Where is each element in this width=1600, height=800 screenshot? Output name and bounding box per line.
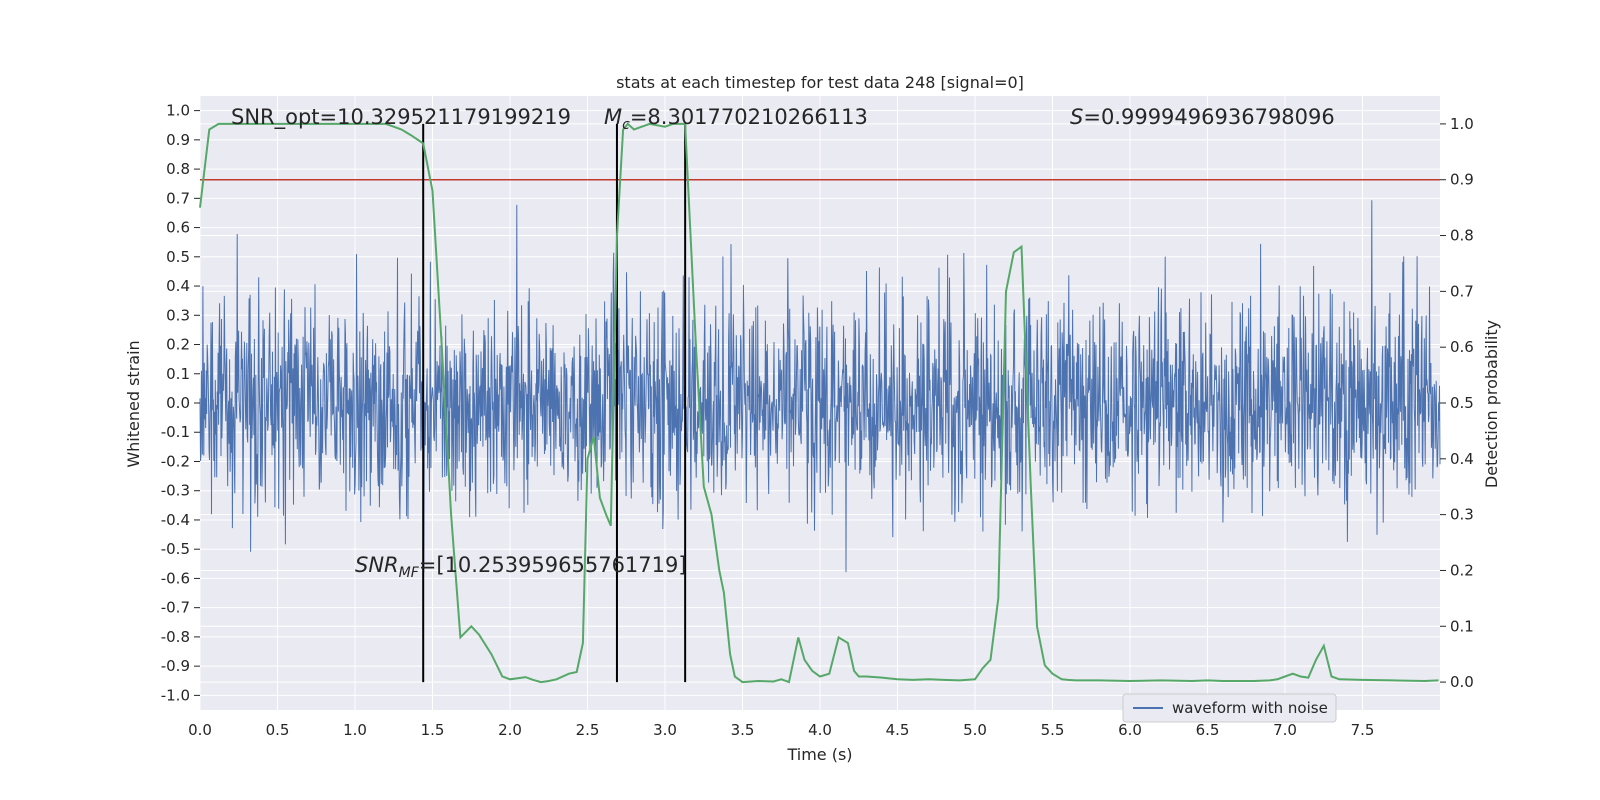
x-axis-label: Time (s) xyxy=(786,745,852,764)
waveform-series xyxy=(199,200,1441,573)
y-tick-label: 0.3 xyxy=(166,306,190,324)
y-tick-label: -0.6 xyxy=(161,569,190,587)
y-tick-label: -0.4 xyxy=(161,511,190,529)
legend-box xyxy=(1122,693,1337,723)
x-tick-label: 6.0 xyxy=(1118,721,1142,739)
y-tick-label: -0.9 xyxy=(161,657,190,675)
y-axis-ticks: 1.0 0.9 0.8 0.7 0.6 0.5 0.4 0.3 0.2 0.1 0.0 -0.1 -0.… xyxy=(161,102,200,704)
x-tick-label: 4.0 xyxy=(808,721,832,739)
s-value: =0.9999496936798096 xyxy=(1083,105,1334,129)
y-right-tick-label: 0.8 xyxy=(1450,227,1474,245)
y-right-tick-label: 0.7 xyxy=(1450,282,1474,300)
x-tick-label: 7.5 xyxy=(1351,721,1375,739)
snr-mf-symbol: SNR xyxy=(355,553,399,577)
y-tick-label: -0.1 xyxy=(161,423,190,441)
y-tick-label: -0.8 xyxy=(161,628,190,646)
probability-series-line xyxy=(199,122,1439,684)
y-right-axis-label: Detection probability xyxy=(1482,320,1501,488)
x-tick-label: 2.0 xyxy=(498,721,522,739)
waveform-trace xyxy=(199,200,1441,573)
legend-entry-waveform: waveform with noise xyxy=(1172,699,1328,717)
y-right-tick-label: 0.0 xyxy=(1450,673,1474,691)
snr-mf-subscript: MF xyxy=(399,565,420,581)
y-tick-label: -1.0 xyxy=(161,686,190,704)
x-tick-label: 2.5 xyxy=(576,721,600,739)
y-tick-label: -0.2 xyxy=(161,452,190,470)
x-tick-label: 5.0 xyxy=(963,721,987,739)
y-right-tick-label: 1.0 xyxy=(1450,115,1474,133)
x-tick-label: 0.0 xyxy=(188,721,212,739)
y-right-tick-label: 0.4 xyxy=(1450,450,1474,468)
vertical-markers xyxy=(422,123,687,683)
x-tick-label: 3.0 xyxy=(653,721,677,739)
y-tick-label: -0.5 xyxy=(161,540,190,558)
x-tick-label: 3.5 xyxy=(731,721,755,739)
y-tick-label: 0.0 xyxy=(166,394,190,412)
y-right-tick-label: 0.1 xyxy=(1450,617,1474,635)
x-tick-label: 4.5 xyxy=(886,721,910,739)
y-tick-label: 0.8 xyxy=(166,160,190,178)
y-tick-label: 0.4 xyxy=(166,277,190,295)
mc-symbol: M xyxy=(604,105,622,129)
y-right-tick-label: 0.3 xyxy=(1450,506,1474,524)
mc-value: =8.301770210266113 xyxy=(630,105,868,129)
y-right-axis-ticks: 1.0 0.9 0.8 0.7 0.6 0.5 0.4 0.3 0.2 0.1 0.0 xyxy=(1440,115,1474,691)
mc-subscript: c xyxy=(622,117,630,133)
snr-opt-annotation: SNR_opt=10.329521179199219 xyxy=(231,105,571,130)
y-tick-label: 0.2 xyxy=(166,336,190,354)
mc-annotation: Mc=8.301770210266113 xyxy=(604,105,868,133)
y-tick-label: -0.3 xyxy=(161,482,190,500)
x-tick-label: 7.0 xyxy=(1273,721,1297,739)
x-tick-label: 1.0 xyxy=(343,721,367,739)
y-axis-label: Whitened strain xyxy=(124,340,143,467)
y-tick-label: 0.9 xyxy=(166,131,190,149)
y-tick-label: -0.7 xyxy=(161,599,190,617)
s-symbol: S xyxy=(1070,105,1083,129)
y-tick-label: 0.5 xyxy=(166,248,190,266)
y-tick-label: 0.6 xyxy=(166,219,190,237)
snr-mf-value: =[10.253959655761719] xyxy=(419,553,687,577)
y-right-tick-label: 0.5 xyxy=(1450,394,1474,412)
x-tick-label: 5.5 xyxy=(1041,721,1065,739)
x-tick-label: 1.5 xyxy=(421,721,445,739)
snr-mf-annotation: SNRMF=[10.253959655761719] xyxy=(355,553,687,581)
y-right-tick-label: 0.9 xyxy=(1450,171,1474,189)
y-tick-label: 0.7 xyxy=(166,189,190,207)
y-right-tick-label: 0.2 xyxy=(1450,561,1474,579)
x-axis-ticks: 0.0 0.5 1.0 1.5 2.0 2.5 3.0 3.5 4.0 4.5 5.0 5.5 6.0 6… xyxy=(188,721,1374,739)
y-tick-label: 0.1 xyxy=(166,365,190,383)
s-annotation: S=0.9999496936798096 xyxy=(1070,105,1335,129)
x-tick-label: 0.5 xyxy=(266,721,290,739)
legend: waveform with noise xyxy=(1122,693,1337,723)
y-right-tick-label: 0.6 xyxy=(1450,338,1474,356)
chart-title: stats at each timestep for test data 248… xyxy=(616,73,1024,92)
x-tick-label: 6.5 xyxy=(1196,721,1220,739)
y-tick-label: 1.0 xyxy=(166,102,190,120)
